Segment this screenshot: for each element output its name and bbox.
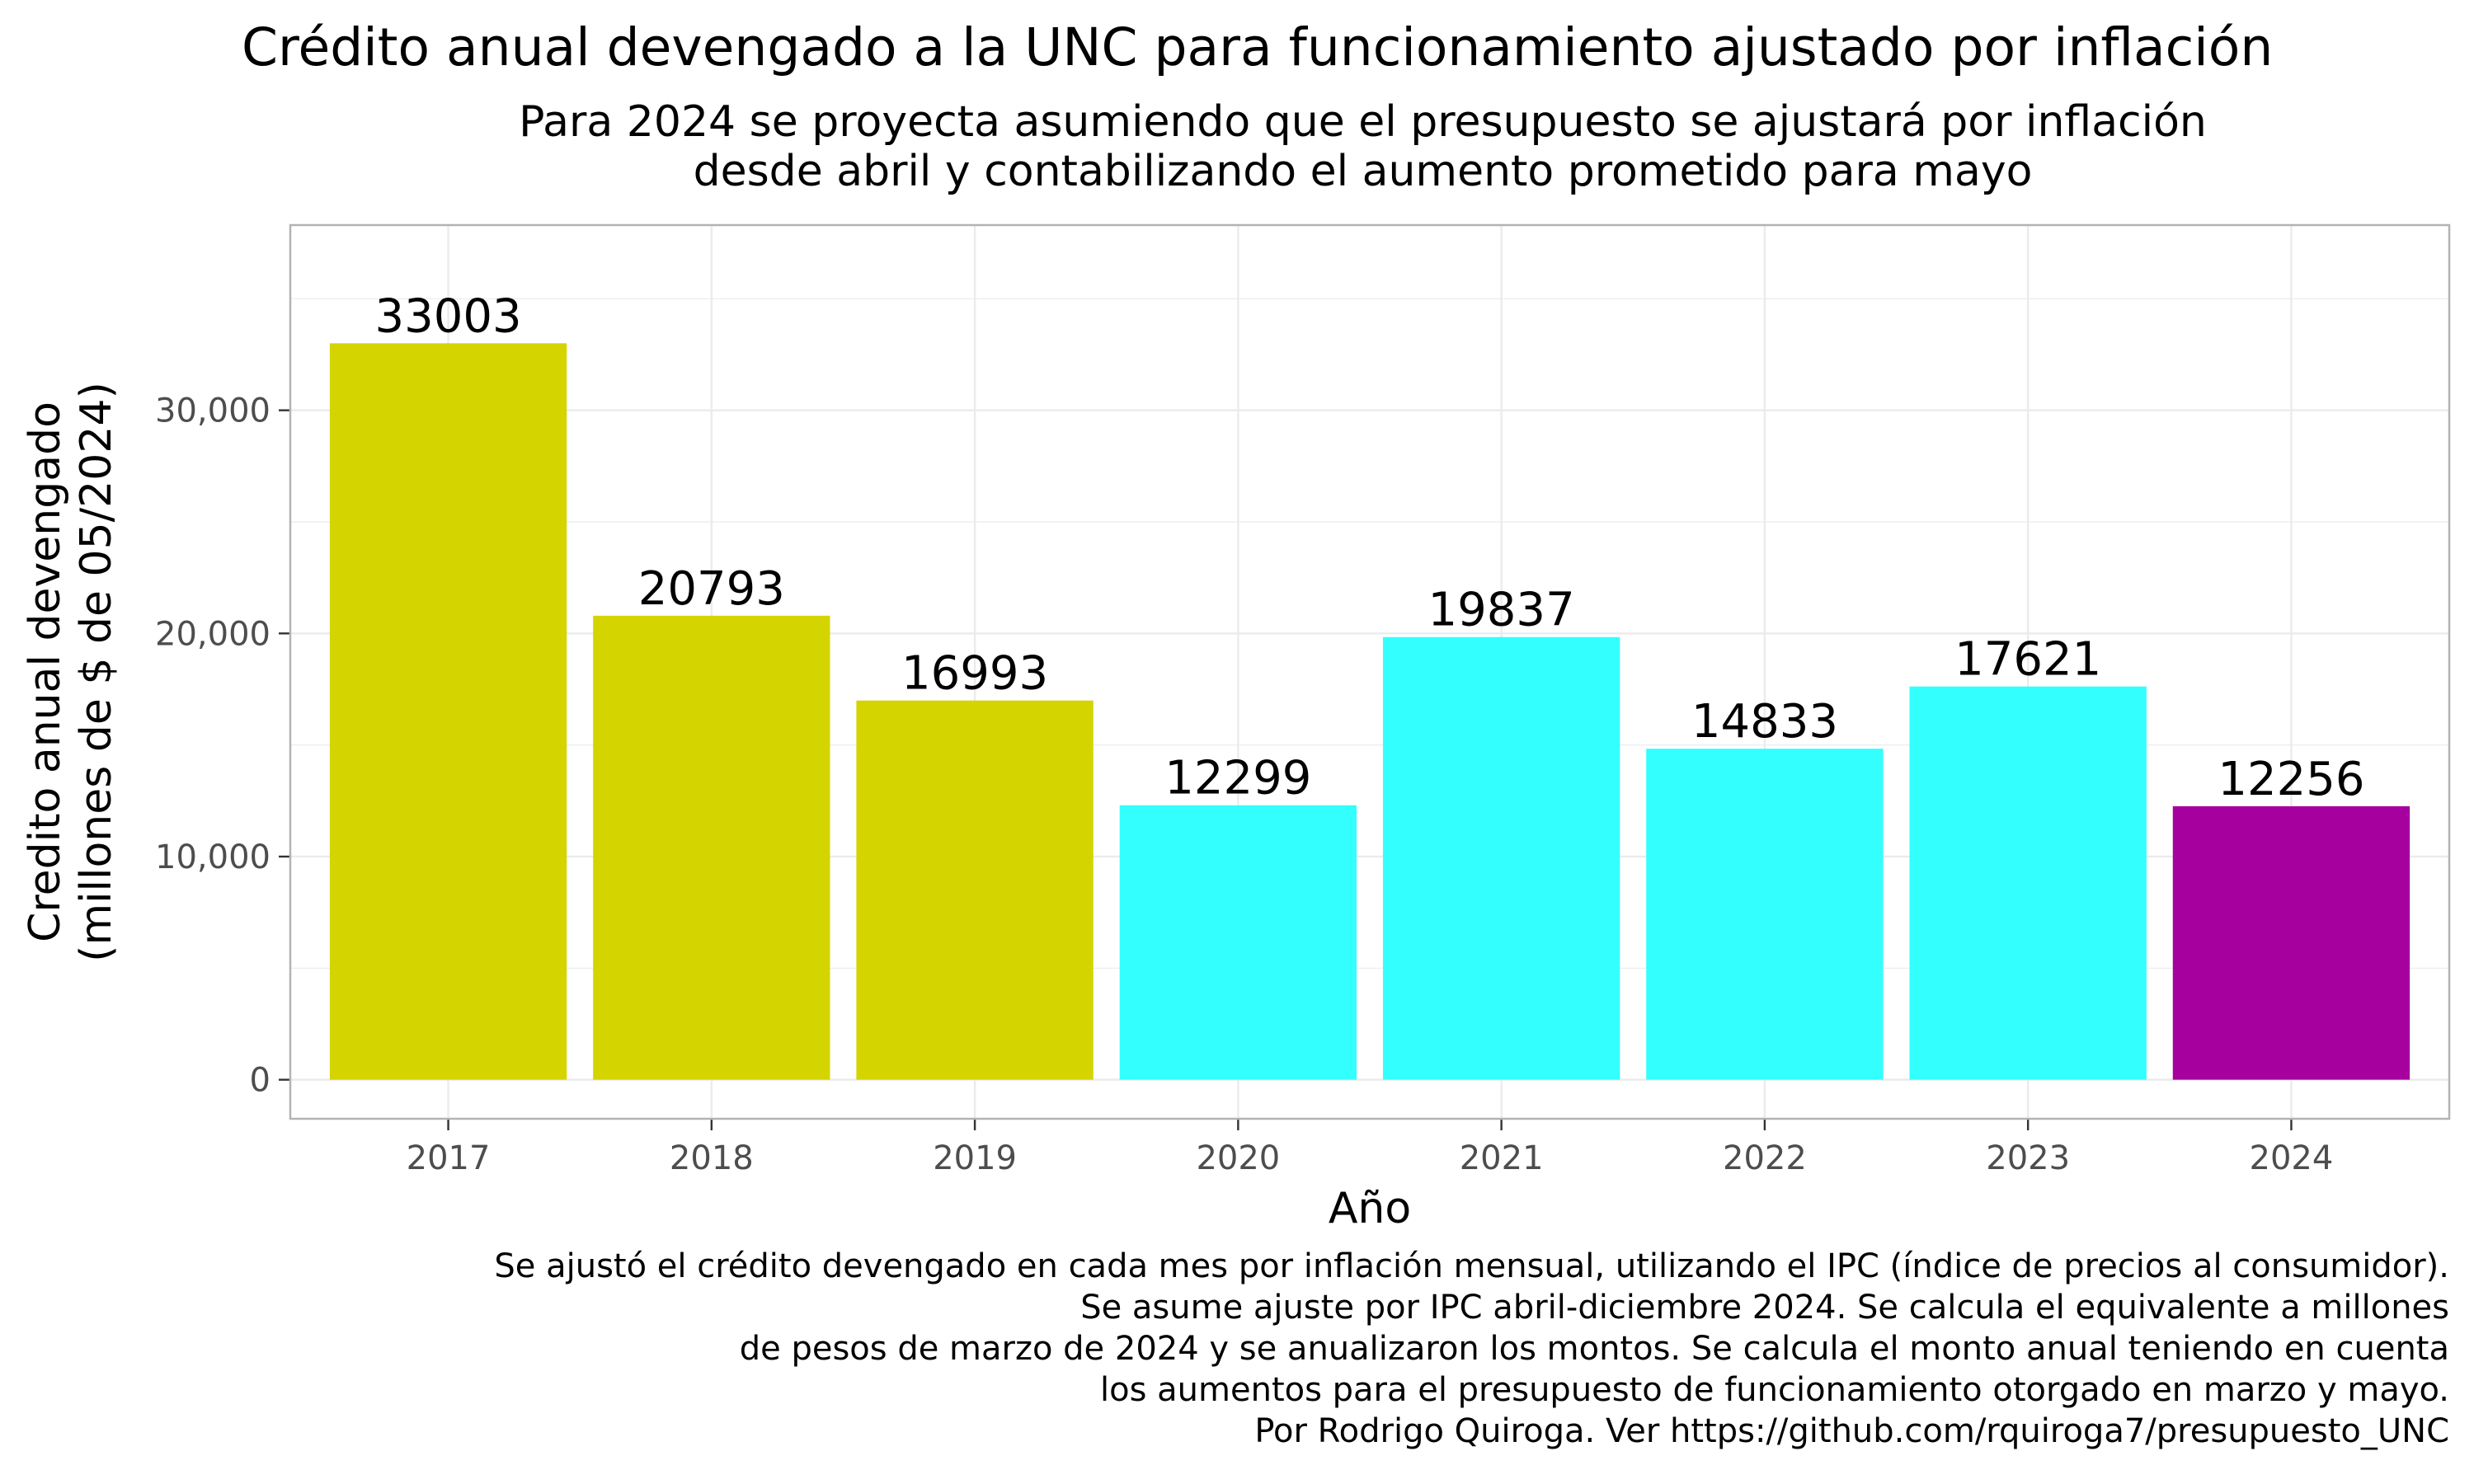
chart-subtitle-line-1: Para 2024 se proyecta asumiendo que el p… (519, 97, 2207, 147)
x-tick-label: 2021 (1460, 1139, 1544, 1177)
x-tick-label: 2022 (1723, 1139, 1807, 1177)
bar-2022 (1646, 749, 1884, 1080)
caption-line-4: los aumentos para el presupuesto de func… (1100, 1371, 2449, 1409)
bar-value-label-2018: 20793 (638, 562, 785, 616)
bars (329, 343, 2411, 1080)
bar-value-label-2023: 17621 (1954, 633, 2101, 687)
bar-2021 (1382, 636, 1620, 1080)
x-tick-label: 2024 (2250, 1139, 2334, 1177)
x-tick-label: 2017 (407, 1139, 491, 1177)
bar-2017 (329, 343, 567, 1080)
bar-2024 (2172, 805, 2411, 1080)
panel-border (289, 223, 2451, 1120)
axes: 0 10,000 20,000 30,000 2017 2018 2019 2020 2021 2… (155, 392, 2333, 1177)
caption-line-1: Se ajustó el crédito devengado en cada m… (494, 1247, 2449, 1285)
bar-value-labels: 33003 20793 16993 12299 19837 14833 17621 12256 (374, 289, 2364, 806)
chart-title: Crédito anual devengado a la UNC para fu… (242, 17, 2274, 77)
x-tick-label: 2019 (933, 1139, 1017, 1177)
bar-value-label-2019: 16993 (901, 647, 1048, 701)
x-tick-label: 2023 (1986, 1139, 2070, 1177)
caption-line-3: de pesos de marzo de 2024 y se anualizar… (739, 1330, 2449, 1368)
caption-line-5: Por Rodrigo Quiroga. Ver https://github.… (1254, 1412, 2449, 1450)
bar-value-label-2021: 19837 (1428, 584, 1575, 637)
bar-2023 (1909, 686, 2147, 1080)
x-tick-label: 2018 (670, 1139, 754, 1177)
caption-line-2: Se asume ajuste por IPC abril-diciembre … (1080, 1289, 2449, 1327)
bar-value-label-2024: 12256 (2218, 753, 2364, 806)
bar-2020 (1119, 805, 1357, 1080)
bar-value-label-2020: 12299 (1164, 752, 1311, 805)
y-tick-label: 10,000 (155, 838, 270, 876)
y-tick-label: 30,000 (155, 392, 270, 430)
bar-value-label-2022: 14833 (1691, 695, 1838, 749)
bar-value-label-2017: 33003 (374, 289, 521, 343)
y-tick-label: 0 (250, 1062, 270, 1100)
x-axis-title: Año (1329, 1184, 1411, 1233)
x-tick-label: 2020 (1196, 1139, 1280, 1177)
chart-subtitle-line-2: desde abril y contabilizando el aumento … (693, 147, 2033, 196)
bar-chart: 33003 20793 16993 12299 19837 14833 17621 12256… (21, 223, 2451, 1233)
bar-2019 (856, 700, 1094, 1080)
y-tick-label: 20,000 (155, 615, 270, 653)
bar-2018 (593, 615, 830, 1080)
y-axis-title-line-2: (millones de $ de 05/2024) (72, 382, 121, 962)
y-axis-title-line-1: Credito anual devengado (21, 402, 70, 942)
